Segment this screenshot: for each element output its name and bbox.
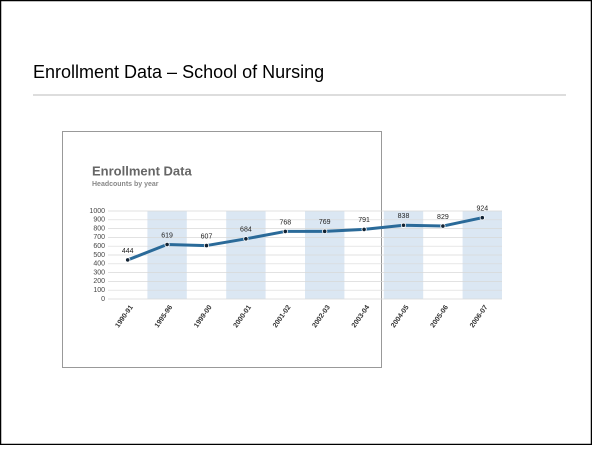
data-point xyxy=(322,228,328,234)
data-label: 769 xyxy=(319,219,331,226)
slide-title: Enrollment Data – School of Nursing xyxy=(33,62,324,82)
y-tick-label: 400 xyxy=(93,261,105,268)
data-point xyxy=(164,241,170,248)
y-tick-label: 200 xyxy=(93,278,105,285)
y-tick-label: 700 xyxy=(93,234,105,241)
data-point xyxy=(440,223,446,229)
y-tick-label: 1000 xyxy=(89,208,105,215)
data-label: 791 xyxy=(358,217,370,224)
y-tick-label: 300 xyxy=(93,269,105,276)
data-label: 607 xyxy=(201,233,213,240)
data-label: 924 xyxy=(476,206,488,213)
data-point xyxy=(400,222,407,228)
data-label: 619 xyxy=(161,232,173,239)
data-line xyxy=(127,216,483,262)
data-point xyxy=(361,226,367,232)
data-label: 838 xyxy=(398,213,410,220)
y-tick-label: 600 xyxy=(93,243,105,250)
data-point xyxy=(479,215,485,221)
y-tick-label: 900 xyxy=(93,217,105,224)
y-tick-label: 800 xyxy=(93,225,105,232)
data-label: 829 xyxy=(437,214,449,221)
data-point xyxy=(243,236,249,242)
y-tick-label: 500 xyxy=(93,252,105,259)
chart-title: Enrollment Data xyxy=(92,163,192,178)
data-point xyxy=(203,242,210,249)
y-tick-label: 100 xyxy=(93,287,105,294)
data-label: 684 xyxy=(240,227,252,234)
data-label: 768 xyxy=(279,219,291,226)
y-tick-label: 0 xyxy=(101,296,105,303)
data-label: 444 xyxy=(122,248,134,255)
data-point xyxy=(282,228,288,235)
chart-subtitle: Headcounts by year xyxy=(92,181,159,188)
data-point xyxy=(125,257,131,263)
